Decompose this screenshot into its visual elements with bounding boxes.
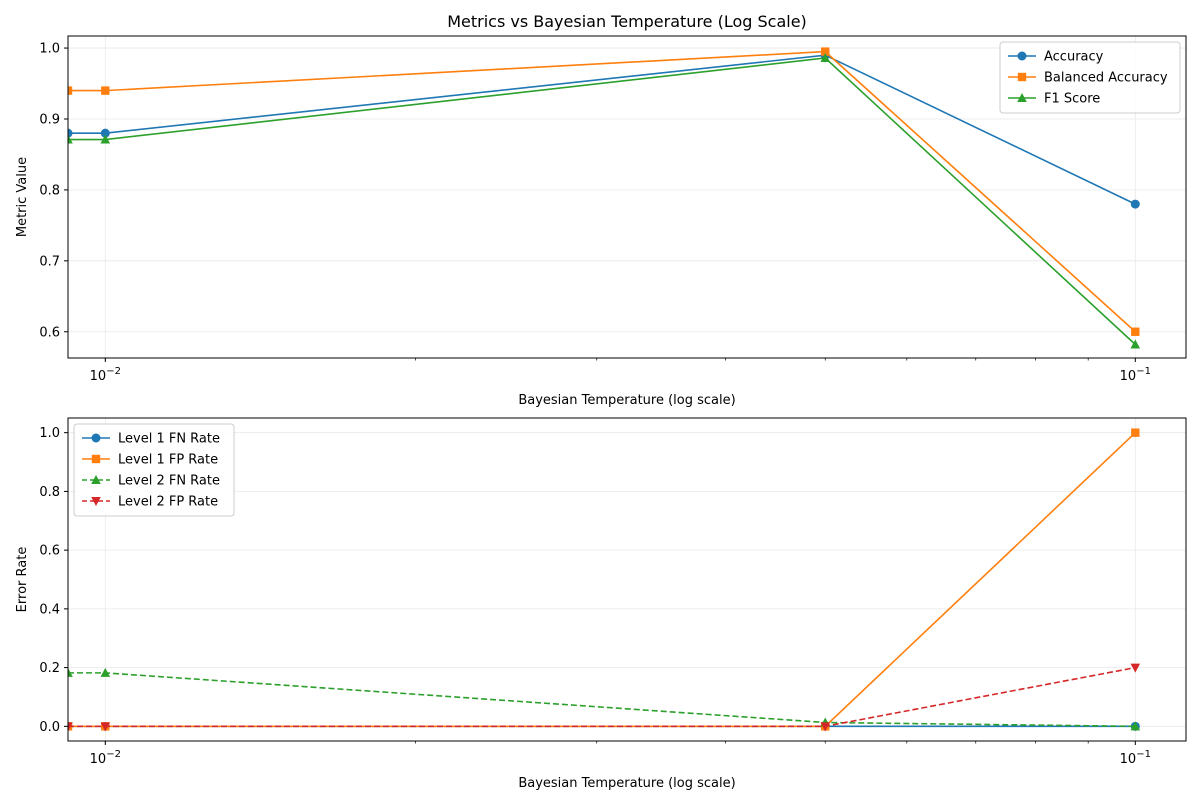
- legend-label: Level 2 FN Rate: [118, 474, 220, 489]
- series-line-balanced-accuracy: [68, 50, 1136, 333]
- data-point-level-2-fn-rate: [68, 667, 73, 677]
- series-line-level-2-fn-rate: [68, 672, 1136, 728]
- x-tick-label: 10−2: [90, 366, 121, 384]
- legend-marker: [91, 475, 101, 484]
- x-axis-label: Bayesian Temperature (log scale): [518, 393, 735, 408]
- data-point-level-2-fp-rate: [1130, 663, 1141, 673]
- y-tick-label: 0.8: [39, 183, 60, 198]
- legend-marker: [1017, 93, 1027, 102]
- y-tick-label: 0.8: [39, 485, 60, 500]
- y-tick-label: 0.6: [39, 325, 60, 340]
- y-tick-label: 1.0: [39, 426, 60, 441]
- data-point-level-2-fp-rate: [100, 722, 111, 732]
- series-line-accuracy: [68, 54, 1136, 205]
- legend-item-level-2-fn-rate: Level 2 FN Rate: [82, 474, 220, 489]
- legend-label: Level 1 FP Rate: [118, 453, 218, 468]
- legend-marker: [91, 454, 101, 464]
- y-tick-label: 0.7: [39, 254, 60, 269]
- series-line-f1-score: [68, 57, 1136, 346]
- x-tick-label: 10−2: [90, 749, 121, 767]
- x-axis-label: Bayesian Temperature (log scale): [518, 776, 735, 791]
- chart-title: Metrics vs Bayesian Temperature (Log Sca…: [447, 12, 807, 31]
- data-point-level-2-fp-rate: [820, 722, 831, 732]
- legend-item-level-1-fp-rate: Level 1 FP Rate: [82, 453, 218, 468]
- data-point-accuracy: [1130, 199, 1140, 209]
- data-point-f1-score: [1130, 339, 1141, 349]
- data-point-f1-score: [68, 134, 73, 144]
- legend-marker: [1017, 51, 1027, 61]
- legend-label: Accuracy: [1044, 50, 1104, 65]
- y-tick-label: 0.6: [39, 544, 60, 559]
- data-point-level-2-fn-rate: [1130, 721, 1141, 731]
- y-tick-label: 0.9: [39, 112, 60, 127]
- series-group: [68, 47, 1141, 349]
- data-point-balanced-accuracy: [68, 86, 73, 95]
- data-point-balanced-accuracy: [1131, 327, 1140, 336]
- data-point-balanced-accuracy: [821, 47, 830, 56]
- series-line-level-2-fp-rate: [68, 666, 1136, 728]
- metrics-panel: Metrics vs Bayesian Temperature (Log Sca…: [15, 12, 1187, 408]
- plot-frame: [67, 417, 1187, 742]
- data-point-f1-score: [820, 52, 831, 62]
- legend-item-level-1-fn-rate: Level 1 FN Rate: [82, 432, 220, 447]
- data-point-accuracy: [100, 128, 110, 138]
- y-axis-label: Error Rate: [15, 547, 30, 613]
- legend-item-balanced-accuracy: Balanced Accuracy: [1008, 71, 1168, 86]
- plot-frame: [67, 35, 1187, 359]
- y-tick-label: 0.2: [39, 661, 60, 676]
- legend-label: Balanced Accuracy: [1044, 71, 1168, 86]
- data-point-accuracy: [68, 128, 73, 138]
- data-point-balanced-accuracy: [101, 86, 110, 95]
- legend-marker: [1017, 72, 1027, 82]
- legend-item-accuracy: Accuracy: [1008, 50, 1104, 65]
- legend-label: Level 1 FN Rate: [118, 432, 220, 447]
- legend: Accuracy Balanced Accuracy F1 Score: [999, 41, 1181, 114]
- data-point-level-2-fp-rate: [68, 722, 73, 732]
- legend-label: F1 Score: [1044, 92, 1100, 107]
- legend-item-f1-score: F1 Score: [1008, 92, 1100, 107]
- y-tick-label: 0.0: [39, 720, 60, 735]
- legend: Level 1 FN Rate Level 1 FP Rate Level 2 FN…: [73, 423, 235, 517]
- error-rate-panel: Bayesian Temperature (log scale) Error R…: [15, 417, 1187, 791]
- legend-marker: [91, 497, 101, 506]
- legend-box: [73, 423, 235, 517]
- data-point-level-2-fn-rate: [100, 667, 111, 677]
- x-tick-label: 10−1: [1120, 366, 1151, 384]
- data-point-level-1-fp-rate: [1131, 428, 1140, 437]
- series-group: [68, 428, 1141, 732]
- y-tick-label: 1.0: [39, 42, 60, 57]
- y-axis-label: Metric Value: [15, 157, 30, 237]
- legend-label: Level 2 FP Rate: [118, 495, 218, 510]
- legend-marker: [91, 433, 101, 443]
- x-tick-label: 10−1: [1120, 749, 1151, 767]
- data-point-f1-score: [100, 134, 111, 144]
- legend-box: [999, 41, 1181, 114]
- y-tick-label: 0.4: [39, 602, 60, 617]
- gridlines: [68, 418, 1186, 741]
- legend-item-level-2-fp-rate: Level 2 FP Rate: [82, 495, 218, 510]
